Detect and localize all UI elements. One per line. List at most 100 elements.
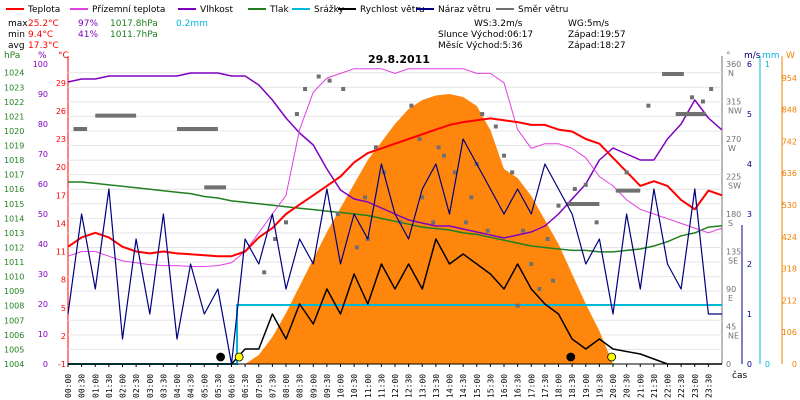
legend-label-wind_dir: Směr větru [518, 5, 568, 15]
deg-dir-label: E [728, 294, 733, 303]
x-tick-label: 21:30 [650, 374, 659, 398]
wind-dir-point [294, 112, 299, 116]
deg-tick-label: 0 [726, 360, 731, 369]
legend-label-pressure: Tlak [269, 5, 290, 15]
x-tick-label: 17:30 [541, 374, 550, 398]
deg-dir-label: NW [728, 107, 742, 116]
deg-tick-label: 90 [726, 285, 736, 294]
axis-title-w: W [786, 51, 795, 61]
hpa-tick-label: 1012 [4, 243, 24, 252]
wind-dir-point [545, 237, 550, 241]
wind-dir-point [594, 220, 599, 225]
x-tick-label: 20:00 [609, 374, 618, 398]
x-tick-label: 17:00 [527, 374, 536, 398]
x-tick-label: 04:00 [173, 374, 182, 398]
wind-dir-point [493, 124, 498, 129]
c-tick-label: 5 [61, 304, 66, 313]
stat-max-label: max [8, 19, 28, 29]
x-tick-label: 20:30 [623, 374, 632, 398]
hpa-tick-label: 1024 [4, 69, 24, 78]
wind-dir-point [354, 245, 359, 250]
deg-dir-label: S [728, 219, 733, 228]
deg-dir-label: W [728, 144, 736, 153]
hpa-tick-label: 1016 [4, 185, 24, 194]
stat-max-rain: 0.2mm [176, 19, 208, 29]
legend-label-wind_speed: Rychlost větru [360, 5, 425, 15]
x-tick-label: 19:30 [595, 374, 604, 398]
wind-dir-point [485, 228, 490, 233]
c-tick-label: 23 [56, 135, 66, 144]
marker-moonset [566, 352, 576, 362]
x-tick-label: 03:00 [146, 374, 155, 398]
c-tick-label: 29 [56, 79, 66, 88]
x-tick-label: 12:30 [405, 374, 414, 398]
w-tick-label: 318 [782, 265, 797, 274]
wind-dir-point [442, 153, 447, 158]
hpa-tick-label: 1019 [4, 142, 24, 151]
pct-tick-label: 40 [38, 240, 48, 249]
stat-min-label: min [8, 30, 25, 40]
hpa-tick-label: 1022 [4, 98, 24, 107]
legend: Teplota Přízemní teplota Vlhkost Tlak Srážky… [6, 5, 568, 15]
hpa-tick-label: 1017 [4, 171, 24, 180]
wind-dir-point [409, 103, 414, 108]
pct-tick-label: 10 [38, 330, 48, 339]
axis-title-ms: m/s [744, 51, 761, 61]
wind-dir-point [515, 303, 520, 308]
stat-max-temp: 25.2°C [28, 19, 59, 29]
deg-dir-label: NE [728, 332, 739, 341]
x-tick-label: 14:00 [446, 374, 455, 398]
ms-tick-label: 5 [747, 110, 752, 119]
x-axis: 00:00 00:30 01:00 01:30 02:00 02:30 03:00 03:30… [64, 363, 722, 398]
x-tick-label: 21:00 [636, 374, 645, 398]
wind-dir-point [398, 220, 403, 225]
x-tick-label: 06:00 [228, 374, 237, 398]
info-sun: Slunce Východ:06:17 [438, 30, 533, 40]
deg-dir-label: N [728, 69, 734, 78]
pct-tick-label: 20 [38, 300, 48, 309]
x-tick-label: 22:30 [677, 374, 686, 398]
hpa-tick-label: 1009 [4, 287, 24, 296]
hpa-tick-label: 1006 [4, 331, 24, 340]
stat-avg-label: avg [8, 41, 25, 51]
stat-min-hum: 41% [78, 30, 98, 40]
ms-tick-label: 4 [747, 160, 752, 169]
wind-dir-point [335, 212, 340, 216]
x-tick-label: 12:00 [391, 374, 400, 398]
wind-dir-point [480, 112, 485, 116]
x-tick-label: 15:00 [473, 374, 482, 398]
deg-tick-label: 315 [726, 98, 741, 107]
deg-tick-label: 360 [726, 60, 741, 69]
stat-min-press: 1011.7hPa [110, 30, 158, 40]
stat-min-temp: 9.4°C [28, 30, 53, 40]
wind-dir-point [521, 228, 526, 233]
pct-tick-label: 70 [38, 150, 48, 159]
wind-dir-point [262, 270, 267, 275]
wind-dir-point [572, 187, 577, 191]
x-tick-label: 03:30 [159, 374, 168, 398]
wind-dir-point [284, 220, 288, 225]
x-tick-label: 07:30 [268, 374, 277, 398]
w-tick-label: 848 [782, 106, 797, 115]
chart-title: 29.8.2011 [368, 53, 430, 66]
c-tick-label: 11 [56, 248, 66, 257]
marker-sunrise [234, 352, 244, 362]
info-wg: WG:5m/s [568, 19, 609, 29]
marker-moonrise [216, 352, 226, 362]
hpa-tick-label: 1014 [4, 214, 24, 223]
hpa-tick-label: 1013 [4, 229, 24, 238]
wind-dir-point [646, 103, 651, 108]
pct-tick-label: 80 [38, 120, 48, 129]
x-tick-label: 07:00 [255, 374, 264, 398]
hpa-tick-label: 1008 [4, 302, 24, 311]
wind-dir-point [363, 195, 368, 200]
x-tick-label: 00:00 [64, 374, 73, 398]
pct-tick-label: 100 [33, 60, 48, 69]
x-tick-label: 04:30 [187, 374, 196, 398]
x-tick-label: 16:00 [500, 374, 509, 398]
wind-dir-point [316, 74, 321, 79]
x-tick-label: 18:00 [555, 374, 564, 398]
w-tick-label: 954 [782, 74, 797, 83]
hpa-tick-label: 1007 [4, 316, 24, 325]
